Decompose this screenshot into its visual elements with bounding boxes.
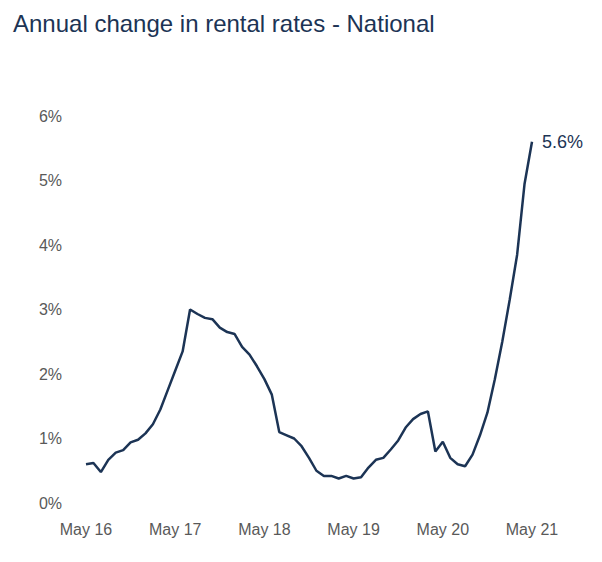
svg-text:4%: 4% bbox=[39, 237, 62, 254]
svg-text:May 18: May 18 bbox=[238, 521, 291, 538]
svg-text:May 19: May 19 bbox=[327, 521, 380, 538]
svg-text:May 16: May 16 bbox=[60, 521, 113, 538]
svg-text:Annual change in rental rates: Annual change in rental rates - National bbox=[13, 10, 435, 37]
svg-text:May 20: May 20 bbox=[417, 521, 470, 538]
svg-text:0%: 0% bbox=[39, 495, 62, 512]
svg-text:2%: 2% bbox=[39, 366, 62, 383]
svg-text:May 21: May 21 bbox=[506, 521, 559, 538]
svg-text:6%: 6% bbox=[39, 108, 62, 125]
svg-text:5.6%: 5.6% bbox=[542, 132, 583, 152]
svg-text:3%: 3% bbox=[39, 301, 62, 318]
svg-text:5%: 5% bbox=[39, 172, 62, 189]
svg-text:1%: 1% bbox=[39, 430, 62, 447]
svg-text:May 17: May 17 bbox=[149, 521, 202, 538]
